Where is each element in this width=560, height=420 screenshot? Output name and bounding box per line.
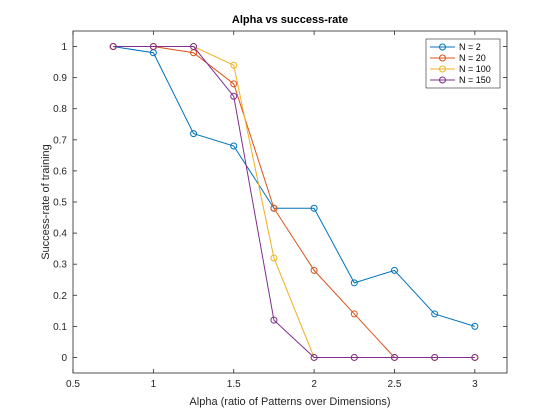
chart-title: Alpha vs success-rate (232, 14, 348, 26)
data-point-marker (230, 61, 238, 69)
data-point-marker (270, 316, 278, 324)
legend-label: N = 20 (459, 53, 486, 63)
y-tick-label: 0.4 (53, 229, 67, 240)
y-tick-label: 0.1 (53, 322, 67, 333)
data-point-marker (230, 80, 238, 88)
x-tick-label: 2 (311, 379, 317, 390)
series-line (113, 46, 475, 327)
y-axis-label: Success-rate of training (40, 144, 52, 260)
data-point-marker (471, 322, 479, 330)
data-point-marker (431, 353, 439, 361)
data-point-marker (350, 279, 358, 287)
y-tick-label: 0.9 (53, 73, 67, 84)
y-tick-label: 0.7 (53, 135, 67, 146)
series-4 (109, 43, 479, 361)
legend-marker (439, 54, 446, 62)
data-point-marker (190, 130, 198, 138)
y-tick-label: 0.6 (53, 166, 67, 177)
data-point-marker (471, 353, 479, 361)
x-tick-label: 2.5 (388, 379, 402, 390)
legend-label: N = 100 (459, 64, 491, 74)
data-point-marker (109, 43, 117, 51)
data-point-marker (431, 310, 439, 318)
legend-label: N = 2 (459, 42, 481, 52)
legend-marker (439, 43, 446, 51)
x-axis-ticks: 0.5 1 1.5 2 2.5 3 (66, 31, 478, 390)
y-tick-label: 0.3 (53, 260, 67, 271)
y-tick-label: 0.5 (53, 198, 67, 209)
data-point-marker (270, 254, 278, 262)
y-tick-label: 0 (61, 353, 67, 364)
y-tick-label: 1 (61, 42, 67, 53)
data-point-marker (310, 266, 318, 274)
y-tick-label: 0.8 (53, 104, 67, 115)
data-point-marker (270, 204, 278, 212)
data-point-marker (350, 310, 358, 318)
y-axis-ticks: 0 0.1 0.2 0.3 0.4 0.5 0.6 0.7 0.8 0.9 1 (53, 42, 507, 364)
series-layer (109, 43, 479, 361)
data-point-marker (190, 43, 198, 51)
data-point-marker (390, 266, 398, 274)
legend-label: N = 150 (459, 75, 491, 85)
legend-marker (439, 76, 446, 84)
data-point-marker (310, 204, 318, 212)
data-point-marker (149, 43, 157, 51)
data-point-marker (230, 142, 238, 150)
x-axis-label: Alpha (ratio of Patterns over Dimensions… (189, 396, 390, 408)
data-point-marker (350, 353, 358, 361)
x-tick-label: 0.5 (66, 379, 80, 390)
x-tick-label: 1 (151, 379, 157, 390)
x-tick-label: 3 (472, 379, 478, 390)
data-point-marker (230, 92, 238, 100)
series-line (113, 46, 475, 358)
data-point-marker (390, 353, 398, 361)
y-tick-label: 0.2 (53, 291, 67, 302)
x-tick-label: 1.5 (227, 379, 241, 390)
data-point-marker (310, 353, 318, 361)
legend-marker (439, 65, 446, 73)
